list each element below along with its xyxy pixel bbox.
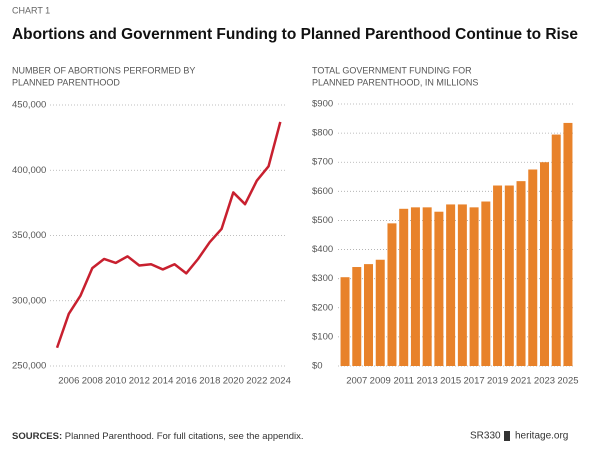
bar bbox=[504, 185, 514, 366]
sources-text: Planned Parenthood. For full citations, … bbox=[65, 431, 304, 442]
x-tick-label: 2018 bbox=[199, 376, 220, 387]
bar bbox=[340, 277, 350, 366]
axis-title: PLANNED PARENTHOOD bbox=[12, 77, 120, 87]
y-tick-label: $500 bbox=[312, 215, 333, 226]
axis-title: PLANNED PARENTHOOD, IN MILLIONS bbox=[312, 77, 478, 87]
y-tick-label: 250,000 bbox=[12, 361, 46, 372]
x-tick-label: 2023 bbox=[534, 376, 555, 387]
y-tick-label: $600 bbox=[312, 186, 333, 197]
bar bbox=[434, 211, 444, 366]
bar bbox=[469, 207, 479, 366]
report-id: SR330 bbox=[470, 431, 501, 442]
x-tick-label: 2007 bbox=[346, 376, 367, 387]
x-tick-label: 2009 bbox=[370, 376, 391, 387]
bar bbox=[493, 185, 503, 366]
x-tick-label: 2024 bbox=[270, 376, 291, 387]
y-tick-label: $700 bbox=[312, 157, 333, 168]
bar bbox=[352, 267, 362, 366]
bar bbox=[399, 208, 409, 366]
x-tick-label: 2012 bbox=[129, 376, 150, 387]
y-tick-label: $300 bbox=[312, 273, 333, 284]
bar bbox=[410, 207, 420, 366]
y-tick-label: 300,000 bbox=[12, 295, 46, 306]
y-tick-label: $0 bbox=[312, 361, 323, 372]
x-tick-label: 2021 bbox=[510, 376, 531, 387]
x-tick-label: 2008 bbox=[82, 376, 103, 387]
bar bbox=[563, 122, 573, 366]
x-tick-label: 2013 bbox=[417, 376, 438, 387]
y-tick-label: $100 bbox=[312, 331, 333, 342]
x-tick-label: 2006 bbox=[58, 376, 79, 387]
sources-label: SOURCES: bbox=[12, 431, 62, 442]
chart-label: CHART 1 bbox=[12, 5, 50, 15]
bar bbox=[516, 181, 526, 366]
logo-icon bbox=[504, 431, 510, 441]
axis-title: NUMBER OF ABORTIONS PERFORMED BY bbox=[12, 65, 195, 75]
x-tick-label: 2015 bbox=[440, 376, 461, 387]
bar bbox=[539, 162, 549, 366]
chart-title: Abortions and Government Funding to Plan… bbox=[12, 26, 578, 43]
x-tick-label: 2019 bbox=[487, 376, 508, 387]
bar bbox=[387, 223, 397, 366]
x-tick-label: 2022 bbox=[246, 376, 267, 387]
bar bbox=[551, 134, 561, 366]
x-tick-label: 2017 bbox=[464, 376, 485, 387]
site: heritage.org bbox=[515, 431, 568, 442]
y-tick-label: $400 bbox=[312, 244, 333, 255]
y-tick-label: 450,000 bbox=[12, 100, 46, 111]
y-tick-label: $200 bbox=[312, 302, 333, 313]
bar bbox=[375, 259, 385, 366]
line-series bbox=[55, 121, 282, 349]
bar bbox=[481, 201, 491, 366]
y-tick-label: $800 bbox=[312, 128, 333, 139]
bar bbox=[528, 169, 538, 366]
x-tick-label: 2011 bbox=[393, 376, 413, 387]
x-tick-label: 2020 bbox=[223, 376, 244, 387]
x-tick-label: 2014 bbox=[152, 376, 173, 387]
axis-title: TOTAL GOVERNMENT FUNDING FOR bbox=[312, 65, 472, 75]
x-tick-label: 2016 bbox=[176, 376, 197, 387]
y-tick-label: 350,000 bbox=[12, 230, 46, 241]
bar bbox=[364, 264, 374, 366]
bar bbox=[422, 207, 432, 366]
y-tick-label: $900 bbox=[312, 99, 333, 110]
bar bbox=[446, 204, 456, 366]
sources: SOURCES: Planned Parenthood. For full ci… bbox=[12, 431, 304, 442]
y-tick-label: 400,000 bbox=[12, 165, 46, 176]
x-tick-label: 2010 bbox=[105, 376, 126, 387]
bar bbox=[457, 204, 467, 366]
x-tick-label: 2025 bbox=[557, 376, 578, 387]
